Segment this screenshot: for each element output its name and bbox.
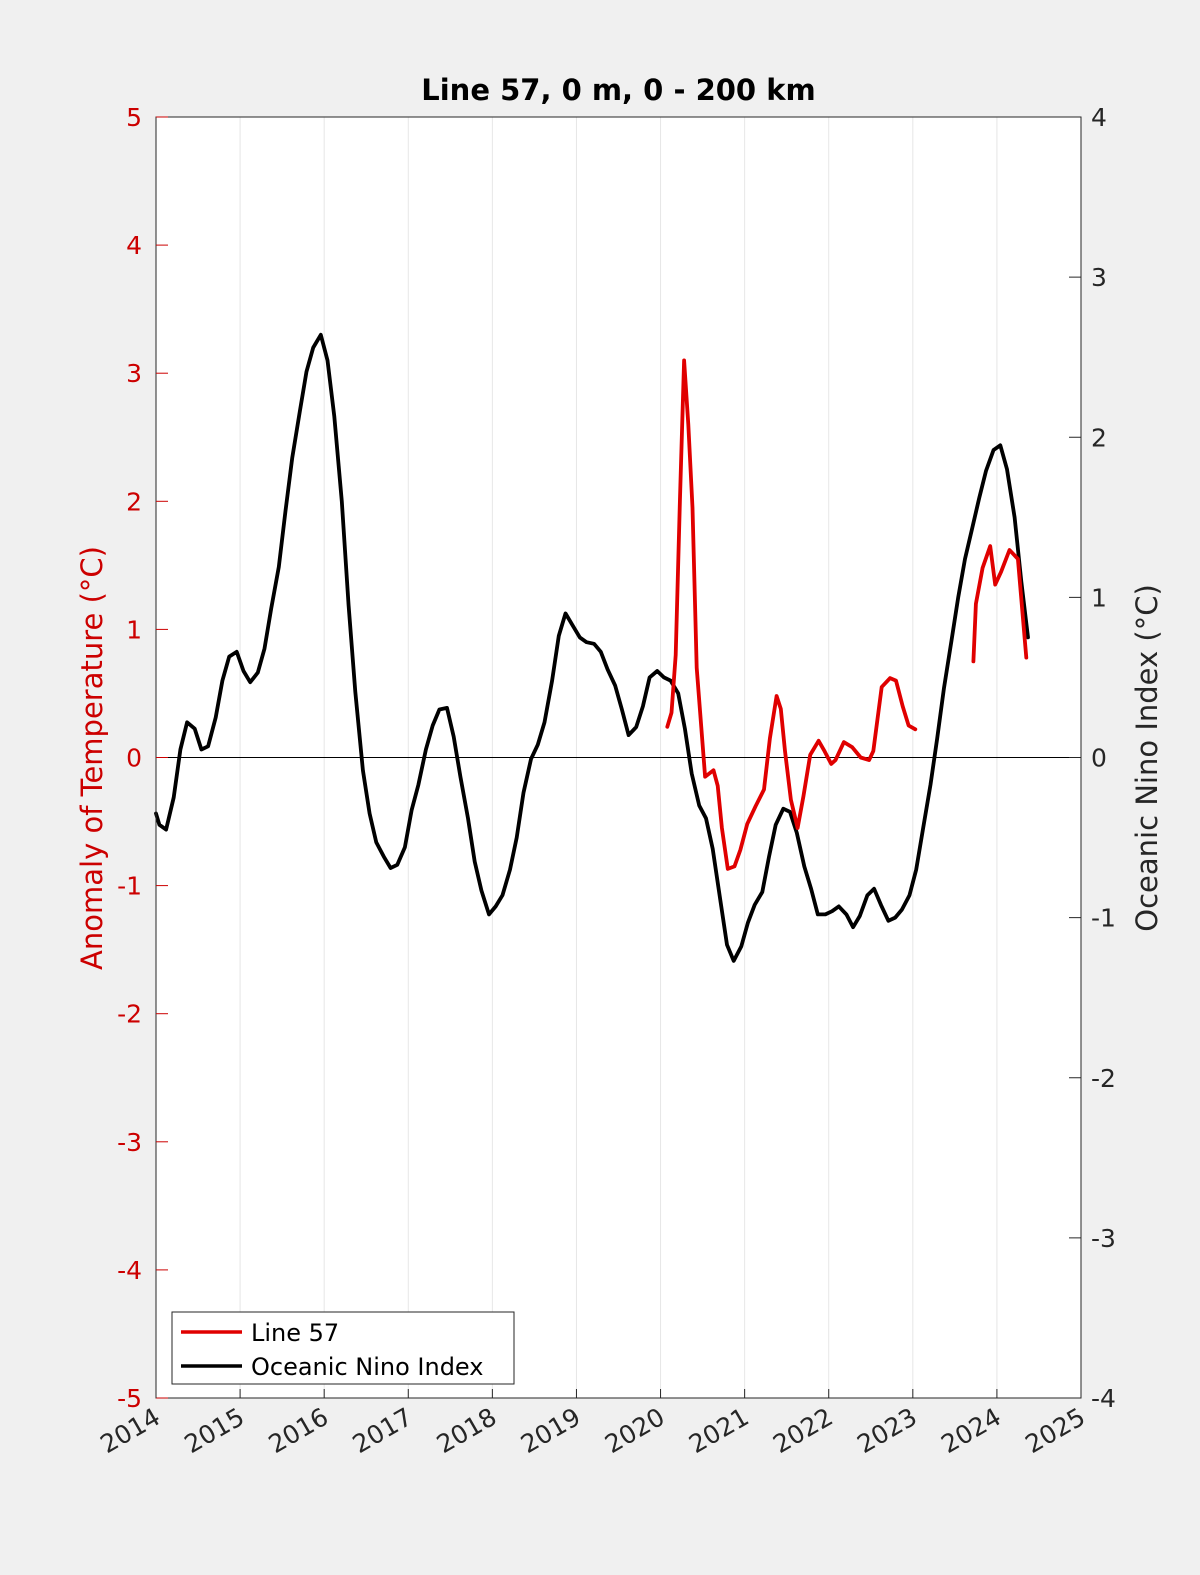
x-tick-label: 2025 bbox=[1020, 1402, 1090, 1459]
y-left-tick-label: -4 bbox=[117, 1256, 142, 1285]
series-layer bbox=[154, 332, 1030, 963]
y-right-tick-label: 1 bbox=[1091, 583, 1107, 612]
x-tick-label: 2020 bbox=[600, 1402, 670, 1459]
left-axis: 5 4 3 2 1 0 -1 -2 -3 -4 -5 bbox=[117, 103, 168, 1413]
chart-title: Line 57, 0 m, 0 - 200 km bbox=[421, 73, 815, 107]
y-left-tick-label: 1 bbox=[126, 615, 142, 644]
y-right-tick-label: 0 bbox=[1091, 744, 1107, 773]
legend: Line 57 Oceanic Nino Index bbox=[171, 1311, 515, 1385]
x-tick-label: 2017 bbox=[348, 1402, 418, 1459]
oceanic-nino-index-line bbox=[154, 332, 1030, 963]
y-left-tick-label: -3 bbox=[117, 1128, 142, 1157]
legend-line57-label: Line 57 bbox=[251, 1319, 339, 1347]
y-left-tick-label: 5 bbox=[126, 103, 142, 132]
x-tick-label: 2016 bbox=[264, 1402, 334, 1459]
right-axis-label: Oceanic Nino Index (°C) bbox=[1130, 584, 1164, 932]
line-57-line bbox=[665, 358, 918, 871]
left-axis-label: Anomaly of Temperature (°C) bbox=[75, 546, 109, 970]
x-tick-label: 2022 bbox=[768, 1402, 838, 1459]
y-left-tick-label: -2 bbox=[117, 1000, 142, 1029]
right-axis: 4 3 2 1 0 -1 -2 -3 -4 bbox=[1069, 103, 1116, 1413]
y-left-tick-label: -5 bbox=[117, 1384, 142, 1413]
y-right-tick-label: -2 bbox=[1091, 1064, 1116, 1093]
x-tick-label: 2024 bbox=[936, 1402, 1006, 1459]
y-right-tick-label: 3 bbox=[1091, 263, 1107, 292]
x-tick-label: 2015 bbox=[179, 1402, 249, 1459]
x-tick-label: 2023 bbox=[852, 1402, 922, 1459]
x-axis: 2014 2015 2016 2017 2018 2019 2020 2021 2022 2023… bbox=[95, 1389, 1090, 1459]
y-right-tick-label: -1 bbox=[1091, 904, 1116, 933]
y-right-tick-label: -3 bbox=[1091, 1224, 1116, 1253]
y-left-tick-label: -1 bbox=[117, 872, 142, 901]
x-tick-label: 2021 bbox=[684, 1402, 754, 1459]
y-left-tick-label: 4 bbox=[126, 231, 142, 260]
y-left-tick-label: 0 bbox=[126, 744, 142, 773]
legend-oni-label: Oceanic Nino Index bbox=[251, 1353, 483, 1381]
y-left-tick-label: 3 bbox=[126, 359, 142, 388]
y-left-tick-label: 2 bbox=[126, 487, 142, 516]
y-right-tick-label: -4 bbox=[1091, 1384, 1116, 1413]
y-right-tick-label: 2 bbox=[1091, 423, 1107, 452]
x-tick-label: 2018 bbox=[432, 1402, 502, 1459]
legend-box bbox=[171, 1311, 515, 1385]
y-right-tick-label: 4 bbox=[1091, 103, 1107, 132]
x-tick-label: 2019 bbox=[516, 1402, 586, 1459]
line-57-line bbox=[971, 544, 1029, 664]
